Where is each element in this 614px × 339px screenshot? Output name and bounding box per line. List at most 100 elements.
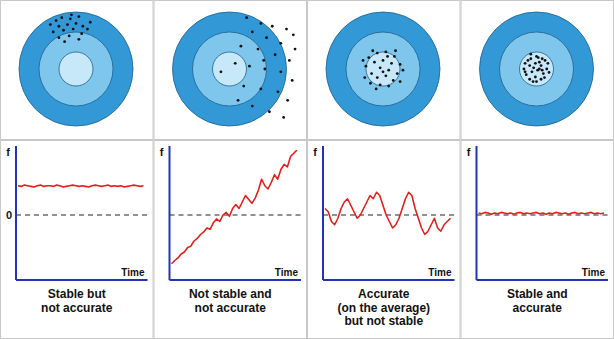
hit-dot xyxy=(271,25,274,28)
target xyxy=(326,12,440,126)
hit-dot xyxy=(367,56,370,59)
hit-dot xyxy=(60,16,63,19)
hit-dot xyxy=(537,56,540,59)
panel-frame xyxy=(1,1,154,140)
hit-dot xyxy=(370,72,373,75)
hit-dot xyxy=(286,99,289,102)
hit-dot xyxy=(387,69,390,72)
hit-dot xyxy=(291,79,294,82)
hit-dot xyxy=(534,76,537,79)
caption-line: not accurate xyxy=(195,301,267,315)
hit-dot xyxy=(55,19,58,22)
hit-dot xyxy=(259,22,262,25)
caption-line: Stable but xyxy=(48,287,106,301)
hit-dot xyxy=(251,105,254,108)
target-bullseye xyxy=(59,52,93,86)
panel-frame xyxy=(1,141,154,339)
x-axis-label: Time xyxy=(428,267,452,278)
target-ring-middle xyxy=(500,32,574,106)
hit-dot xyxy=(234,62,237,65)
hit-dot xyxy=(259,88,262,91)
y-axis xyxy=(15,146,17,280)
hit-dot xyxy=(363,76,366,79)
hit-dot xyxy=(545,68,548,71)
x-axis xyxy=(477,279,609,281)
x-axis-label: Time xyxy=(275,267,299,278)
hit-dot xyxy=(262,59,265,62)
target-bullseye xyxy=(213,52,247,86)
caption-line: but not stable xyxy=(344,314,423,328)
hit-dot xyxy=(68,35,71,38)
hit-dot xyxy=(89,21,92,24)
hit-dot xyxy=(534,62,537,65)
x-axis-label: Time xyxy=(121,267,145,278)
caption-line: Stable and xyxy=(507,287,568,301)
series-line xyxy=(18,185,144,187)
target-ring-outer xyxy=(326,12,440,126)
hit-dot xyxy=(75,22,78,25)
hit-dot xyxy=(393,55,396,58)
caption: Accurate(on the average)but not stable xyxy=(337,287,430,328)
hit-dot xyxy=(540,64,543,67)
hit-dot xyxy=(240,45,243,48)
hit-dot xyxy=(220,70,223,73)
target-bullseye xyxy=(366,52,400,86)
line-chart: fTimeStable andaccurate xyxy=(467,146,608,315)
hit-dot xyxy=(541,57,544,60)
x-axis xyxy=(16,279,148,281)
hit-dot xyxy=(265,36,268,39)
x-axis xyxy=(323,279,455,281)
hit-dot xyxy=(532,66,535,69)
hit-dot xyxy=(523,68,526,71)
plot-area xyxy=(172,150,298,264)
hit-dot xyxy=(279,42,282,45)
hit-dot xyxy=(81,25,84,28)
hit-dot xyxy=(386,55,389,58)
hit-dot xyxy=(375,88,378,91)
target-ring-middle xyxy=(346,32,420,106)
caption: Stable butnot accurate xyxy=(41,287,113,315)
x-axis-label: Time xyxy=(582,267,606,278)
grid-line xyxy=(477,214,609,215)
hit-dot xyxy=(527,59,530,62)
hit-dot xyxy=(540,78,543,81)
hit-dot xyxy=(365,65,368,68)
series-line xyxy=(172,150,298,264)
tick-label: 0 xyxy=(6,209,12,221)
panel-frame xyxy=(154,1,307,140)
grid-line xyxy=(16,214,148,215)
hit-dot xyxy=(245,16,248,19)
target-ring-outer xyxy=(480,12,594,126)
hit-dot xyxy=(529,57,532,60)
hit-dot xyxy=(77,38,80,41)
hit-dot xyxy=(86,28,89,31)
hit-dot xyxy=(542,72,545,75)
hit-dot xyxy=(384,51,387,54)
hit-dot xyxy=(58,36,61,39)
hit-dot xyxy=(80,32,83,35)
hit-dot xyxy=(392,79,395,82)
hit-dot xyxy=(274,53,277,56)
hit-dot xyxy=(528,64,531,67)
target-ring-outer xyxy=(173,12,287,126)
series-line xyxy=(479,212,605,214)
hit-dot xyxy=(369,82,372,85)
hit-dot xyxy=(66,23,69,26)
line-chart: fTimeAccurate(on the average)but not sta… xyxy=(313,146,454,328)
x-axis xyxy=(170,279,302,281)
panel-frame xyxy=(461,141,614,339)
background xyxy=(0,0,614,339)
target-ring-middle xyxy=(193,32,267,106)
plot-area xyxy=(325,192,451,234)
caption: Stable andaccurate xyxy=(507,287,568,315)
hit-dot xyxy=(294,48,297,51)
panel-frame xyxy=(308,141,461,339)
plot-area xyxy=(479,212,605,214)
hit-dot xyxy=(277,90,280,93)
panel-frame xyxy=(308,1,461,140)
hit-dot xyxy=(402,69,405,72)
target-ring-middle xyxy=(39,32,113,106)
caption-line: not accurate xyxy=(41,301,113,315)
hit-dot xyxy=(242,85,245,88)
caption-line: accurate xyxy=(513,301,563,315)
